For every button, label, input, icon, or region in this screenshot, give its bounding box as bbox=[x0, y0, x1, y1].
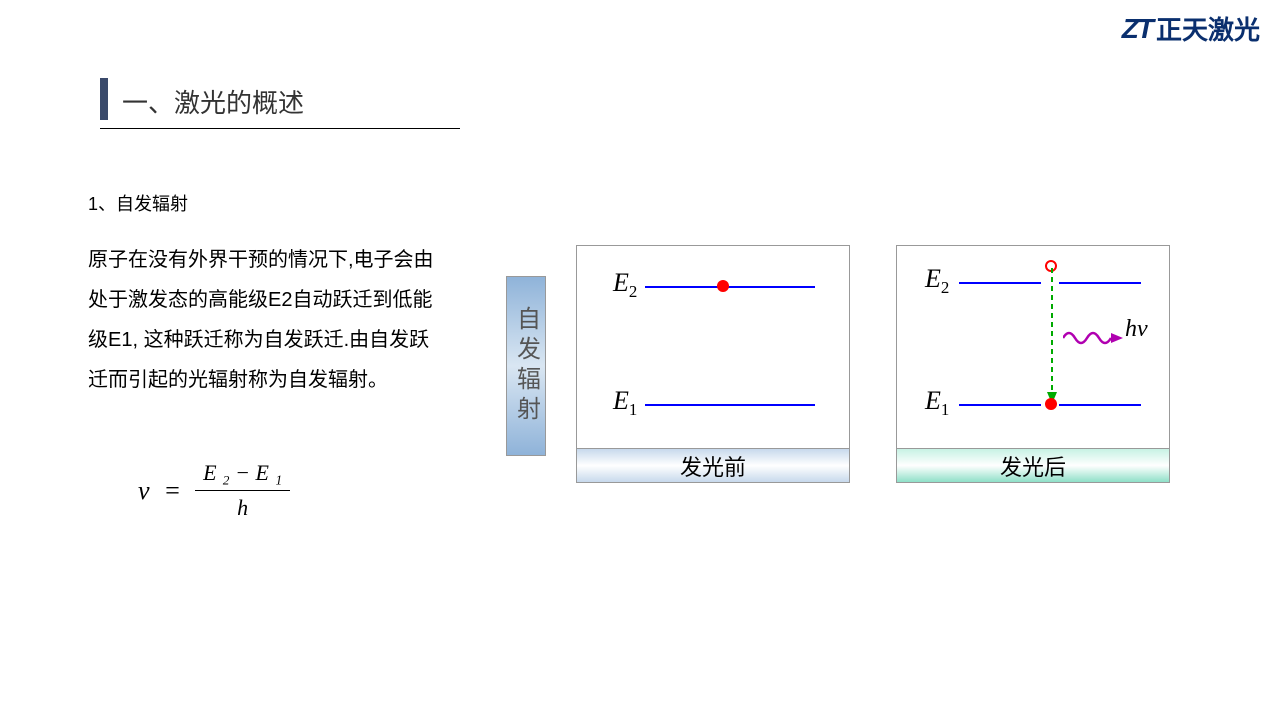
section-title: 一、激光的概述 bbox=[100, 78, 460, 129]
e2-label-after: E2 bbox=[925, 264, 949, 298]
vertical-label: 自发辐射 bbox=[506, 276, 546, 456]
photon-wave bbox=[1063, 326, 1123, 350]
logo-text: 正天激光 bbox=[1156, 10, 1260, 47]
e2-level-line-right bbox=[1059, 282, 1141, 284]
panel-after: E2 hν E1 发光后 bbox=[896, 245, 1170, 483]
formula-denominator: h bbox=[237, 491, 248, 521]
subheading: 1、自发辐射 bbox=[88, 190, 188, 216]
electron-e1 bbox=[1045, 398, 1057, 410]
e2-level-line-left bbox=[959, 282, 1041, 284]
photon-label: hν bbox=[1125, 316, 1148, 343]
transition-arrow bbox=[1045, 268, 1059, 408]
e1-level-line-right bbox=[1059, 404, 1141, 406]
frequency-formula: ν = E ₂ − E ₁ h bbox=[138, 460, 290, 521]
formula-eq: = bbox=[164, 476, 182, 506]
diagram-before: E2 E1 bbox=[577, 246, 849, 448]
panel-after-caption: 发光后 bbox=[897, 448, 1169, 482]
diagram-after: E2 hν E1 bbox=[897, 246, 1169, 448]
formula-lhs: ν bbox=[138, 476, 150, 506]
title-accent-bar bbox=[100, 78, 108, 120]
body-paragraph: 原子在没有外界干预的情况下,电子会由处于激发态的高能级E2自动跃迁到低能级E1,… bbox=[88, 240, 438, 400]
e1-level-line-left bbox=[959, 404, 1041, 406]
e2-label: E2 bbox=[613, 268, 637, 302]
formula-fraction: E ₂ − E ₁ h bbox=[195, 460, 290, 521]
panel-before-caption: 发光前 bbox=[577, 448, 849, 482]
panel-before: E2 E1 发光前 bbox=[576, 245, 850, 483]
logo-mark: ZT bbox=[1122, 13, 1152, 45]
brand-logo: ZT 正天激光 bbox=[1122, 10, 1260, 47]
e1-label-after: E1 bbox=[925, 386, 949, 420]
title-text: 一、激光的概述 bbox=[122, 83, 304, 120]
e1-level-line bbox=[645, 404, 815, 406]
formula-numerator: E ₂ − E ₁ bbox=[195, 460, 290, 491]
electron-e2 bbox=[717, 280, 729, 292]
e1-label: E1 bbox=[613, 386, 637, 420]
e2-level-line bbox=[645, 286, 815, 288]
